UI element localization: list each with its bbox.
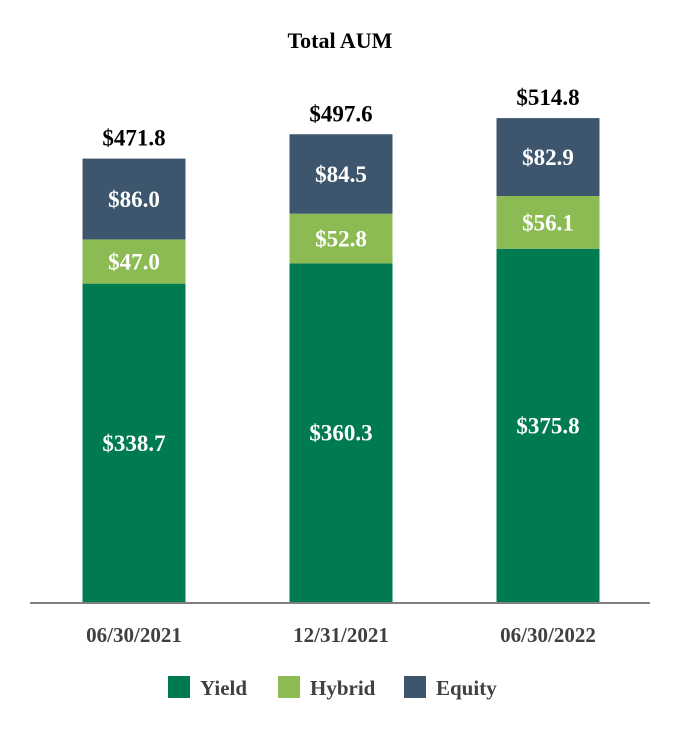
bar-hybrid-1 (82, 239, 186, 284)
legend-label-hybrid: Hybrid (310, 676, 376, 700)
legend-label-equity: Equity (436, 676, 497, 700)
x-tick-label-3: 06/30/2022 (500, 623, 596, 647)
legend-swatch-yield (168, 676, 190, 698)
chart-title: Total AUM (288, 28, 393, 53)
total-label-3: $514.8 (516, 85, 579, 110)
x-tick-labels: 06/30/2021 12/31/2021 06/30/2022 (86, 623, 596, 647)
bar-yield-2 (289, 263, 393, 602)
data-label-equity-3: $82.9 (522, 145, 574, 170)
bar-hybrid-2 (289, 213, 393, 264)
bars-group: $338.7 $47.0 $86.0 $471.8 $360.3 $52.8 $84.5 $4… (82, 85, 600, 603)
total-label-2: $497.6 (309, 101, 372, 126)
legend-swatch-hybrid (278, 676, 300, 698)
data-label-hybrid-3: $56.1 (522, 210, 574, 235)
total-label-1: $471.8 (102, 126, 165, 151)
data-label-yield-1: $338.7 (102, 431, 165, 456)
bar-equity-3 (496, 118, 600, 197)
data-label-yield-3: $375.8 (516, 413, 579, 438)
x-tick-label-1: 06/30/2021 (86, 623, 182, 647)
legend: Yield Hybrid Equity (168, 676, 497, 700)
x-tick-label-2: 12/31/2021 (293, 623, 389, 647)
bar-equity-1 (82, 158, 186, 240)
data-label-hybrid-1: $47.0 (108, 250, 160, 275)
bar-hybrid-3 (496, 196, 600, 249)
data-label-equity-2: $84.5 (315, 162, 367, 187)
legend-label-yield: Yield (200, 676, 247, 700)
data-label-hybrid-2: $52.8 (315, 227, 367, 252)
bar-equity-2 (289, 134, 393, 214)
legend-swatch-equity (404, 676, 426, 698)
bar-yield-3 (496, 248, 600, 603)
bar-yield-1 (82, 283, 186, 602)
data-label-equity-1: $86.0 (108, 187, 160, 212)
data-label-yield-2: $360.3 (309, 421, 372, 446)
